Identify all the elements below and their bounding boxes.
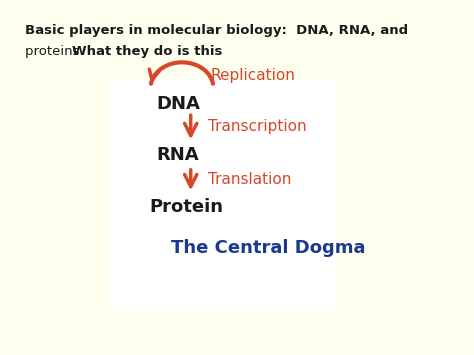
Text: Protein: Protein (149, 198, 223, 217)
Text: The Central Dogma: The Central Dogma (171, 239, 365, 257)
Text: Basic players in molecular biology:  DNA, RNA, and: Basic players in molecular biology: DNA,… (25, 24, 409, 37)
Text: What they do is this: What they do is this (72, 45, 222, 59)
Text: DNA: DNA (156, 94, 200, 113)
Text: Transcription: Transcription (208, 119, 307, 134)
FancyBboxPatch shape (110, 79, 337, 311)
Text: RNA: RNA (156, 146, 199, 164)
Text: proteins.: proteins. (25, 45, 92, 59)
Text: Replication: Replication (210, 68, 295, 83)
Text: :: : (191, 45, 200, 59)
Text: Translation: Translation (208, 172, 292, 187)
